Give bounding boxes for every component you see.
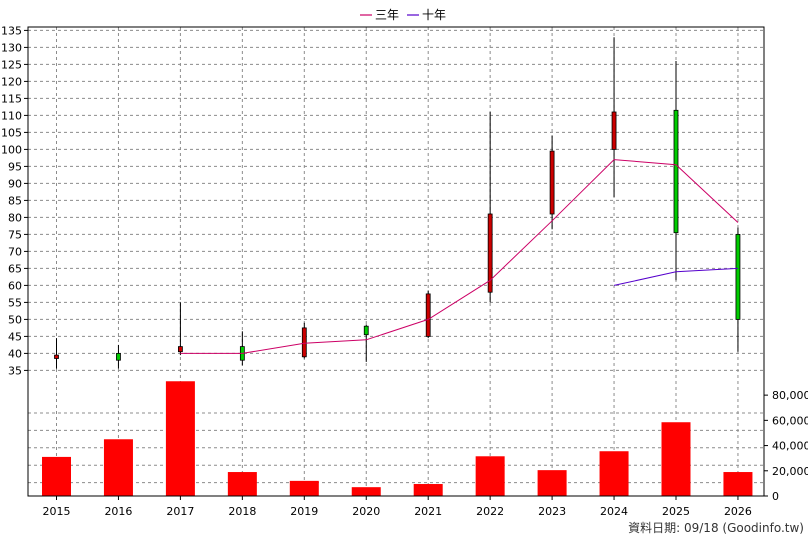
price-tick-label: 125 [1, 58, 22, 71]
year-tick-label: 2015 [43, 505, 71, 518]
price-tick-label: 135 [1, 24, 22, 37]
volume-bar [351, 487, 381, 496]
volume-bars [42, 381, 753, 496]
year-tick-label: 2016 [104, 505, 132, 518]
average-line [180, 159, 739, 354]
price-tick-label: 55 [8, 296, 22, 309]
price-tick-label: 35 [8, 364, 22, 377]
year-tick-label: 2021 [414, 505, 442, 518]
candle-body [177, 346, 183, 353]
price-tick-label: 95 [8, 160, 22, 173]
volume-bar [289, 480, 319, 496]
candle-body [549, 150, 555, 215]
volume-bar [475, 456, 505, 496]
volume-bar [723, 472, 753, 496]
volume-bar [661, 422, 691, 496]
price-tick-label: 105 [1, 126, 22, 139]
volume-tick-label: 60,000 [772, 414, 808, 427]
volume-bar [103, 439, 133, 496]
volume-bar [165, 381, 195, 496]
year-tick-label: 2019 [290, 505, 318, 518]
year-tick-label: 2026 [724, 505, 752, 518]
legend-label: 三年 [375, 8, 399, 22]
candle-body [425, 293, 431, 337]
candle-body [54, 354, 59, 359]
year-tick-label: 2018 [228, 505, 256, 518]
volume-bar [537, 470, 567, 496]
plot-frame [27, 26, 765, 497]
price-tick-label: 65 [8, 262, 22, 275]
candle-body [116, 352, 121, 361]
price-tick-label: 70 [8, 245, 22, 258]
volume-tick-label: 0 [772, 490, 779, 503]
candle-body [611, 111, 617, 150]
volume-bar [42, 456, 71, 496]
price-tick-label: 115 [1, 92, 22, 105]
volume-tick-label: 80,000 [772, 389, 808, 402]
volume-bar [413, 484, 443, 496]
price-tick-label: 85 [8, 194, 22, 207]
year-tick-label: 2020 [352, 505, 380, 518]
grid [28, 27, 764, 496]
volume-tick-label: 20,000 [772, 465, 808, 478]
candle-body [301, 327, 307, 358]
price-tick-label: 130 [1, 41, 22, 54]
candle-body [363, 325, 369, 336]
year-tick-label: 2022 [476, 505, 504, 518]
axes: 35 40 45 50 55 60 65 70 75 80 85 90 95 100 105 110 115 12… [1, 24, 808, 518]
average-lines [180, 159, 739, 354]
price-tick-label: 50 [8, 313, 22, 326]
price-tick-label: 110 [1, 109, 22, 122]
year-tick-label: 2025 [662, 505, 690, 518]
volume-bar [227, 472, 257, 496]
price-tick-label: 90 [8, 177, 22, 190]
candle-body [735, 233, 741, 320]
price-tick-label: 80 [8, 211, 22, 224]
candle-body [673, 109, 679, 234]
price-tick-label: 60 [8, 279, 22, 292]
data-date-label: 資料日期: 09/18 (Goodinfo.tw) [628, 521, 804, 535]
average-line [613, 267, 738, 286]
candlesticks [54, 37, 741, 369]
price-tick-label: 45 [8, 330, 22, 343]
year-tick-label: 2017 [166, 505, 194, 518]
volume-bar [599, 451, 629, 496]
volume-tick-label: 40,000 [772, 440, 808, 453]
legend-label: 十年 [422, 8, 446, 22]
price-tick-label: 40 [8, 347, 22, 360]
price-tick-label: 100 [1, 143, 22, 156]
legend: 三年 十年 [360, 8, 446, 22]
candle-body [487, 213, 493, 293]
year-tick-label: 2024 [600, 505, 628, 518]
price-tick-label: 120 [1, 75, 22, 88]
price-tick-label: 75 [8, 228, 22, 241]
year-tick-label: 2023 [538, 505, 566, 518]
